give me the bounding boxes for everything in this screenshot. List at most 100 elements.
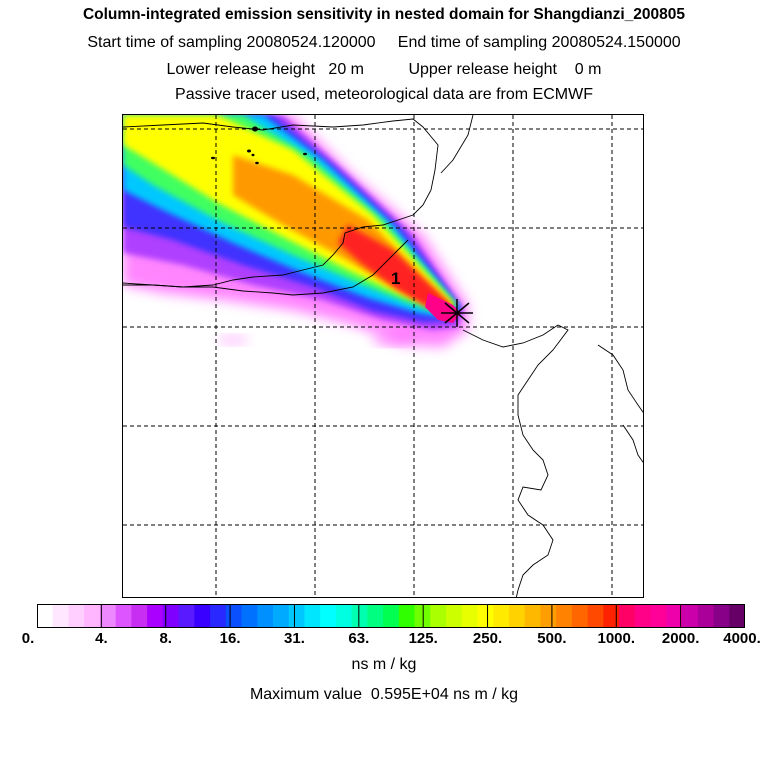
coast-inner: [123, 239, 409, 296]
lake-icon: [211, 156, 215, 160]
plume-deep: [425, 293, 461, 323]
colorbar-swatch: [367, 604, 384, 628]
coast-shandong: [462, 324, 569, 597]
colorbar-swatch: [304, 604, 321, 628]
release-marker: [441, 299, 473, 327]
lake-icon: [255, 161, 259, 165]
colorbar-swatch: [556, 604, 573, 628]
map-panel: 1: [122, 114, 644, 598]
colorbar-border: [37, 604, 745, 628]
start-label: Start time of sampling: [87, 34, 243, 51]
colorbar-swatch: [115, 604, 132, 628]
lower-value: 20 m: [328, 61, 364, 78]
colorbar-swatch: [68, 604, 85, 628]
plume-red: [338, 225, 453, 307]
colorbar-swatch: [461, 604, 479, 628]
colorbar-tick-label: 8.: [159, 630, 172, 647]
plot-title: Column-integrated emission sensitivity i…: [82, 6, 686, 23]
colorbar-tick-label: 4000.: [723, 630, 761, 647]
colorbar-swatch: [477, 604, 494, 628]
colorbar-tick-label: 1000.: [597, 630, 636, 647]
end-value: 20080524.150000: [551, 34, 681, 51]
colorbar-swatch: [509, 604, 526, 628]
colorbar-swatch: [493, 604, 510, 628]
border-line-north: [123, 118, 439, 191]
coast-bohai: [123, 189, 432, 288]
colorbar-swatch: [603, 604, 620, 628]
colorbar: [37, 604, 745, 628]
max-label: Maximum value: [249, 686, 362, 703]
lake-icon: [303, 152, 307, 156]
colorbar-tick-label: 16.: [219, 630, 241, 647]
plume-layers: [123, 115, 468, 347]
grid-lines: [123, 115, 643, 597]
colorbar-tick-label: 125.: [408, 630, 438, 647]
colorbar-swatch: [587, 604, 604, 628]
end-label: End time of sampling: [397, 34, 548, 51]
colorbar-tick-label: 2000.: [661, 630, 700, 647]
start-value: 20080524.120000: [246, 34, 376, 51]
colorbar-swatch: [178, 604, 195, 628]
colorbar-swatch: [210, 604, 227, 628]
maximum-value: Maximum value 0.595E+04 ns m / kg: [0, 686, 768, 704]
colorbar-swatch: [713, 604, 730, 628]
lake-icon: [247, 149, 251, 153]
coast-korea: [597, 344, 643, 413]
colorbar-swatch: [619, 604, 636, 628]
colorbar-tick-label: 4.: [95, 630, 108, 647]
colorbar-swatch: [524, 604, 541, 628]
colorbar-tick-label: 0.: [21, 630, 35, 647]
colorbar-swatch: [273, 604, 290, 628]
upper-value: 0 m: [574, 61, 602, 78]
coastlines: [123, 115, 643, 597]
lake-icon: [251, 153, 255, 157]
colorbar-swatch: [241, 604, 258, 628]
lower-label: Lower release height: [166, 61, 316, 78]
colorbar-swatch: [446, 604, 463, 628]
colorbar-swatch: [194, 604, 211, 628]
colorbar-unit: ns m / kg: [351, 656, 417, 673]
colorbar-swatch: [571, 604, 589, 628]
colorbar-swatch: [37, 604, 54, 628]
colorbar-swatch: [257, 604, 274, 628]
colorbar-swatch: [162, 604, 180, 628]
colorbar-swatch: [398, 604, 416, 628]
colorbar-swatch: [634, 604, 652, 628]
colorbar-swatch: [52, 604, 69, 628]
sensitivity-map: 1: [123, 115, 643, 597]
coast-island: [622, 424, 643, 463]
colorbar-swatch: [383, 604, 400, 628]
colorbar-swatch: [729, 604, 745, 628]
colorbar-swatch: [650, 604, 667, 628]
coast-liaodong: [440, 115, 474, 174]
plume-speckle-west: [217, 335, 249, 345]
colorbar-swatch: [225, 604, 243, 628]
colorbar-swatch: [99, 604, 117, 628]
max-value-text: 0.595E+04 ns m / kg: [370, 686, 519, 703]
colorbar-tick-label: 500.: [537, 630, 567, 647]
colorbar-swatch: [320, 604, 337, 628]
tracer-note: Passive tracer used, meteorological data…: [175, 86, 593, 103]
colorbar-swatch: [682, 604, 699, 628]
lake-icon: [252, 126, 258, 132]
colorbar-swatch: [697, 604, 715, 628]
upper-label: Upper release height: [408, 61, 557, 78]
colorbar-swatch: [84, 604, 101, 628]
colorbar-tick-label: 63.: [348, 630, 370, 647]
colorbar-swatch: [288, 604, 305, 628]
colorbar-swatch: [131, 604, 148, 628]
colorbar-ticks: 0. 4. 8. 16. 31. 63. 125. 250. 500. 1000. 2000. 400…: [0, 630, 768, 650]
lakes: [211, 126, 307, 165]
colorbar-swatch: [540, 604, 557, 628]
colorbar-swatch: [666, 604, 683, 628]
colorbar-tick-label: 250.: [472, 630, 503, 647]
colorbar-tick-label: 31.: [284, 630, 305, 647]
station-label: 1: [391, 269, 400, 288]
plume-speckle: [373, 334, 413, 346]
sampling-times: Start time of sampling 20080524.120000 E…: [0, 34, 768, 52]
colorbar-swatch: [351, 604, 368, 628]
colorbar-swatch: [335, 604, 353, 628]
release-heights: Lower release height 20 m Upper release …: [0, 61, 768, 79]
colorbar-swatch: [147, 604, 164, 628]
colorbar-swatch: [430, 604, 447, 628]
